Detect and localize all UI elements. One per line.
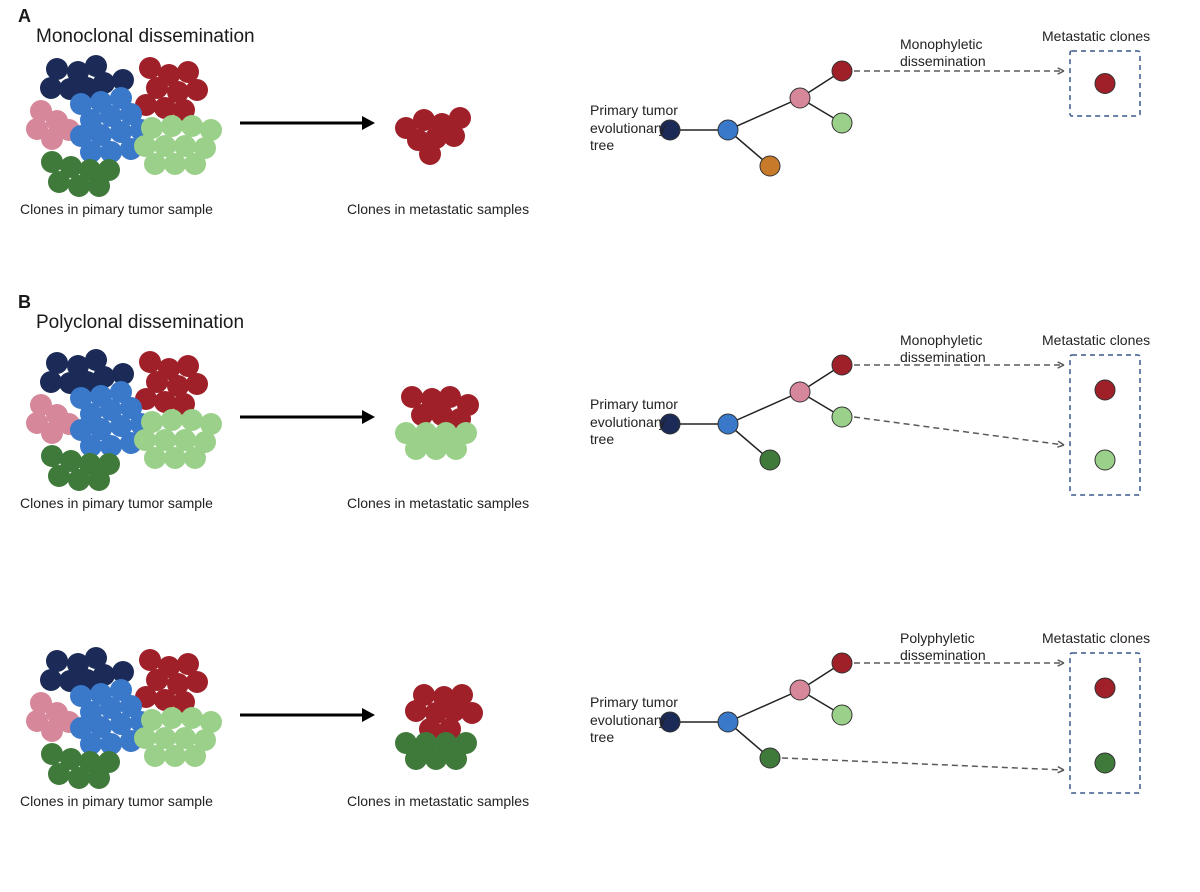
dissemination-label: Polyphyleticdissemination — [900, 630, 986, 664]
clone-cell — [445, 748, 467, 770]
clone-cell — [139, 649, 161, 671]
clone-cell — [186, 79, 208, 101]
clone-cell — [461, 702, 483, 724]
clone-cell — [40, 371, 62, 393]
clone-cell — [405, 700, 427, 722]
panel-a-letter: A — [18, 6, 31, 27]
clone-cell — [184, 153, 206, 175]
clone-cell — [181, 707, 203, 729]
clone-cell — [144, 745, 166, 767]
clone-cell — [144, 447, 166, 469]
clone-cell — [41, 151, 63, 173]
dissemination-label: Monophyleticdissemination — [900, 332, 986, 366]
dashed-arrow — [782, 758, 1064, 770]
tree-label: Primary tumorevolutionarytree — [590, 102, 678, 155]
met-cluster — [394, 106, 504, 206]
clone-cell — [68, 175, 90, 197]
clone-cell — [425, 748, 447, 770]
clone-cell — [68, 767, 90, 789]
clone-cell — [186, 671, 208, 693]
clone-cell — [88, 175, 110, 197]
clone-cell — [46, 650, 68, 672]
clone-cell — [181, 115, 203, 137]
primary-label: Clones in pimary tumor sample — [20, 201, 213, 217]
metastatic-label: Clones in metastatic samples — [347, 495, 529, 511]
clone-cell — [48, 171, 70, 193]
panel-b-title: Polyclonal dissemination — [36, 312, 244, 334]
clone-cell — [144, 153, 166, 175]
met-cluster — [394, 385, 504, 485]
clone-cell — [184, 447, 206, 469]
clone-cell — [139, 57, 161, 79]
clone-cell — [68, 469, 90, 491]
clone-cell — [139, 351, 161, 373]
met-box-content — [1070, 653, 1140, 793]
clone-cell — [161, 409, 183, 431]
clone-cell — [161, 115, 183, 137]
metastatic-label: Clones in metastatic samples — [347, 201, 529, 217]
clone-cell — [88, 469, 110, 491]
clone-cell — [48, 465, 70, 487]
clone-cell — [40, 669, 62, 691]
primary-cluster — [30, 54, 240, 214]
clone-cell — [164, 745, 186, 767]
clone-cell — [46, 58, 68, 80]
clone-cell — [405, 438, 427, 460]
tree-label: Primary tumorevolutionarytree — [590, 694, 678, 747]
clone-cell — [443, 125, 465, 147]
clone-cell — [186, 373, 208, 395]
clone-cell — [425, 438, 447, 460]
dashed-arrow — [854, 417, 1064, 445]
primary-cluster — [30, 348, 240, 508]
clone-cell — [48, 763, 70, 785]
primary-label: Clones in pimary tumor sample — [20, 793, 213, 809]
met-box-content — [1070, 355, 1140, 495]
clone-cell — [88, 767, 110, 789]
met-cluster — [394, 683, 504, 783]
panel-b-letter: B — [18, 292, 31, 313]
arrow-icon — [240, 111, 376, 135]
met-box-content — [1070, 51, 1140, 116]
arrow-icon — [240, 703, 376, 727]
clone-cell — [41, 445, 63, 467]
clone-cell — [181, 409, 203, 431]
clone-cell — [405, 748, 427, 770]
met-clones-label: Metastatic clones — [1042, 28, 1150, 44]
tree-label: Primary tumorevolutionarytree — [590, 396, 678, 449]
clone-cell — [184, 745, 206, 767]
clone-cell — [41, 743, 63, 765]
clone-cell — [164, 447, 186, 469]
clone-cell — [164, 153, 186, 175]
clone-cell — [40, 77, 62, 99]
primary-label: Clones in pimary tumor sample — [20, 495, 213, 511]
primary-cluster — [30, 646, 240, 806]
arrow-icon — [240, 405, 376, 429]
dissemination-label: Monophyleticdissemination — [900, 36, 986, 70]
clone-cell — [46, 352, 68, 374]
clone-cell — [419, 143, 441, 165]
metastatic-label: Clones in metastatic samples — [347, 793, 529, 809]
panel-a-title: Monoclonal dissemination — [36, 26, 255, 48]
clone-cell — [445, 438, 467, 460]
clone-cell — [161, 707, 183, 729]
